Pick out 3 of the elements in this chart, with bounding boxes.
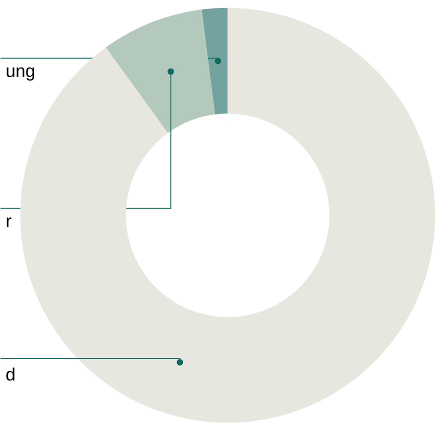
slice-label: d [6,368,14,381]
slice-label: ung [6,67,34,81]
slice-label: r [6,218,12,228]
